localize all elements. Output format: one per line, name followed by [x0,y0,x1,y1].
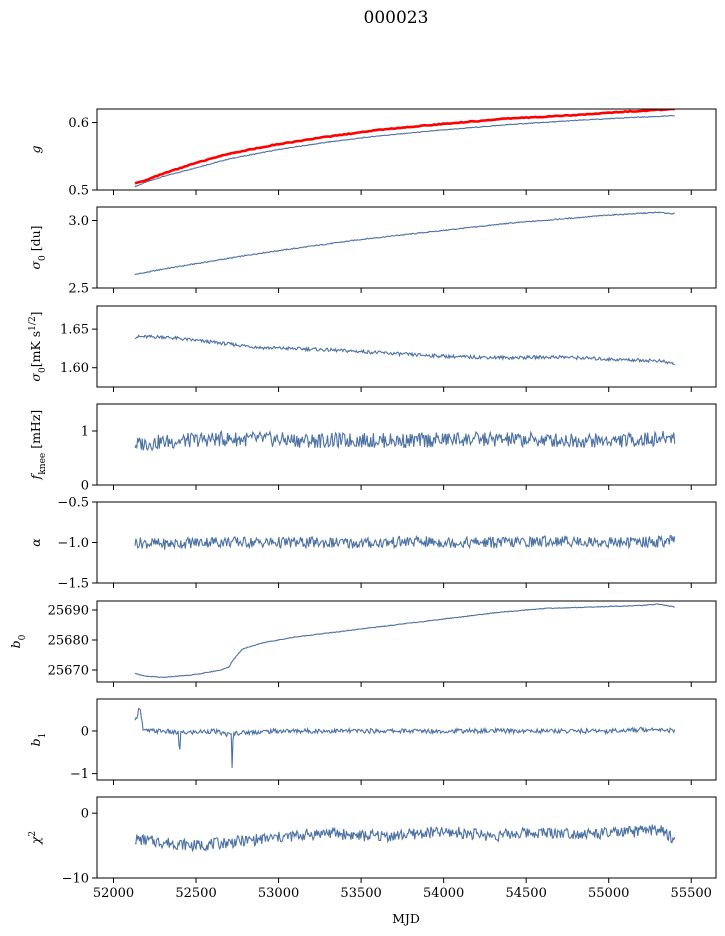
panel-b0: 25670 25680 25690 b0 [8,600,717,687]
panel-frame [96,403,717,486]
y-axis-label-part: 0 [18,634,28,640]
x-axis-label: MJD [392,911,420,926]
y-tick-label: 25690 [48,604,89,619]
y-axis-label-part: f [28,472,43,480]
series-line-reference [134,109,675,185]
y-tick-label: 0.5 [68,184,89,199]
series-line [134,211,675,276]
x-tick-label: 52500 [175,886,216,901]
series-line [134,430,676,452]
y-axis-label-part: knee [38,453,48,475]
panel-b1: −1 0 b1 [28,698,717,785]
x-tick-label: 54000 [423,886,464,901]
y-tick-label: −1.5 [57,577,89,592]
x-tick-label: 53000 [258,886,299,901]
y-axis-label-part: [du] [28,225,43,255]
y-tick-label: 1 [81,425,89,440]
panel-frame [96,698,717,781]
y-axis-label: b0 [8,634,28,648]
y-tick-label: −0.5 [57,496,89,511]
y-axis-label: fknee [mHz] [28,410,48,481]
panel-g: 0.5 0.6 g [28,108,717,199]
y-axis-label-part: g [28,145,43,153]
figure-title: 000023 [364,8,429,28]
panel-frame [96,108,717,191]
panel-fknee: 0 1 fknee [mHz] [28,403,717,494]
y-axis-label: χ2 [28,831,43,845]
y-axis-label-part: [mHz] [28,410,43,453]
y-axis-label-part: b [8,640,23,648]
y-tick-label: 2.5 [68,282,89,297]
y-tick-label: 1.60 [60,361,89,376]
y-axis-label-part: ] [28,311,43,316]
panel-sigma0_du: 2.5 3.0 σ0 [du] [28,206,717,297]
y-tick-label: 0 [81,724,89,739]
y-axis-label-part: χ [28,835,43,845]
panel-sigma0_mk: 1.60 1.65 σ0[mK s1/2] [28,305,717,392]
series-line [134,534,676,550]
y-axis-label: α [28,538,43,547]
y-axis-label-part: 1/2 [28,316,38,330]
x-tick-label: 55000 [588,886,629,901]
y-axis-label-part: 1 [38,733,48,739]
y-axis-label-part: 0 [38,255,48,261]
y-axis-label: σ0 [du] [28,225,48,269]
y-tick-label: 0 [81,479,89,494]
panel-frame [96,206,717,289]
y-axis-label-part: b [28,738,43,746]
series-line [134,707,676,768]
panel-alpha: −1.5 −1.0 −0.5 α [28,496,717,592]
series-line [134,334,676,366]
x-tick-label: 55500 [671,886,712,901]
x-tick-label: 52000 [93,886,134,901]
x-tick-label: 54500 [505,886,546,901]
y-tick-label: 0.6 [68,116,89,131]
y-axis-label-part: α [28,538,43,547]
y-tick-label: 1.65 [60,323,89,338]
y-tick-label: 0 [81,807,89,822]
series-line [134,824,676,853]
y-tick-label: −1 [70,767,89,782]
y-tick-label: 25680 [48,634,89,649]
y-axis-label-part: σ [28,261,43,270]
panel-frame [96,305,717,388]
x-tick-label: 53500 [340,886,381,901]
y-tick-label: −10 [62,872,89,887]
y-tick-label: 3.0 [68,214,89,229]
y-axis-label: b1 [28,733,48,747]
panel-frame [96,600,717,683]
y-axis-label-part: σ [28,373,43,382]
series-line [134,603,675,678]
y-tick-label: 25670 [48,664,89,679]
y-tick-label: −1.0 [57,536,89,551]
y-axis-label-part: 2 [28,831,38,837]
y-axis-label: g [28,145,43,153]
panel-frame [96,796,717,879]
y-axis-label: σ0[mK s1/2] [28,311,48,381]
y-axis-label-part: 0 [38,367,48,373]
y-axis-label-part: [mK s [28,331,43,367]
panel-chi2: −10 0 52000 52500 53000 53500 54000 54500 55000 5… [28,796,717,901]
series-line [134,114,675,188]
